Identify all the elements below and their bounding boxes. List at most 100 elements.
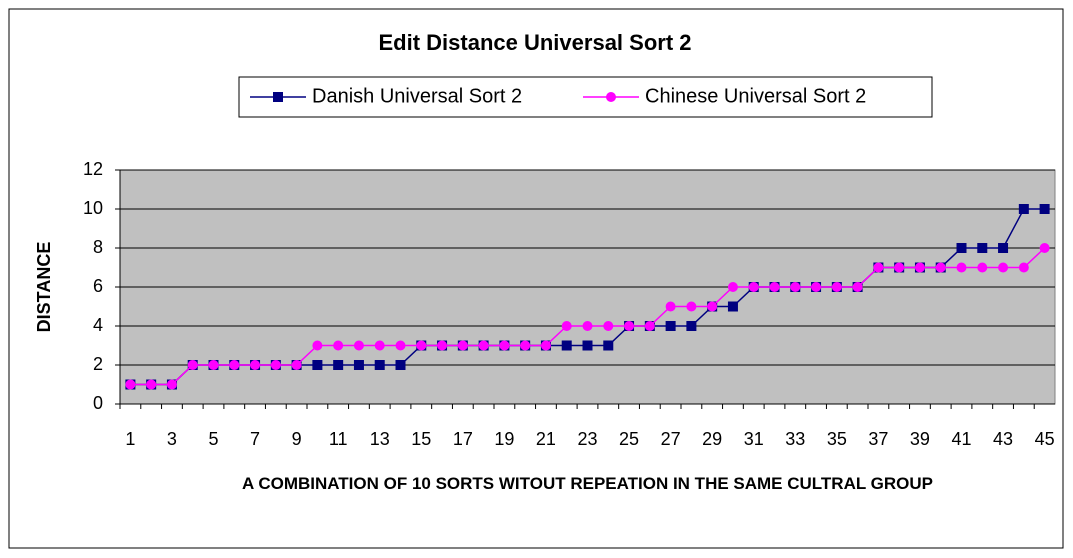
- data-point: [811, 282, 822, 292]
- x-tick-label: 45: [1035, 429, 1055, 449]
- data-point: [935, 262, 946, 273]
- data-point: [977, 262, 988, 273]
- data-point: [582, 321, 593, 331]
- x-tick-label: 33: [785, 429, 805, 449]
- data-point: [894, 262, 905, 273]
- x-tick-label: 23: [577, 429, 597, 449]
- data-point: [270, 360, 281, 370]
- data-point: [312, 340, 323, 351]
- data-point: [603, 321, 614, 331]
- x-tick-label: 43: [993, 429, 1013, 449]
- data-point: [229, 360, 240, 370]
- data-point: [665, 301, 676, 312]
- data-point: [250, 360, 261, 370]
- data-point: [977, 243, 988, 253]
- x-tick-label: 41: [951, 429, 971, 449]
- data-point: [561, 321, 572, 331]
- data-point: [1039, 243, 1050, 253]
- data-point: [686, 301, 697, 312]
- x-tick-label: 37: [868, 429, 888, 449]
- data-point: [125, 379, 136, 390]
- data-point: [374, 360, 385, 370]
- data-point: [603, 340, 614, 351]
- data-point: [582, 340, 593, 351]
- legend-label: Danish Universal Sort 2: [312, 85, 522, 107]
- x-axis-label: A COMBINATION OF 10 SORTS WITOUT REPEATI…: [241, 474, 934, 493]
- data-point: [831, 282, 842, 292]
- y-axis-label: DISTANCE: [34, 242, 54, 333]
- data-point: [520, 340, 531, 351]
- data-point: [374, 340, 385, 351]
- x-tick-label: 27: [661, 429, 681, 449]
- data-point: [540, 340, 551, 351]
- data-point: [998, 243, 1009, 253]
- data-point: [1018, 262, 1029, 273]
- chart-title: Edit Distance Universal Sort 2: [379, 30, 692, 55]
- data-point: [707, 301, 718, 312]
- data-point: [457, 340, 468, 351]
- x-tick-label: 35: [827, 429, 847, 449]
- data-point: [748, 282, 759, 292]
- x-axis-label-box: A COMBINATION OF 10 SORTS WITOUT REPEATI…: [241, 474, 934, 493]
- data-point: [914, 262, 925, 273]
- x-tick-label: 19: [494, 429, 514, 449]
- data-point: [644, 321, 655, 331]
- legend-label: Chinese Universal Sort 2: [645, 85, 866, 107]
- legend-marker: [606, 92, 616, 102]
- x-tick-label: 29: [702, 429, 722, 449]
- x-tick-label: 3: [167, 429, 177, 449]
- x-tick-label: 25: [619, 429, 639, 449]
- x-tick-label: 1: [125, 429, 135, 449]
- data-point: [956, 262, 967, 273]
- x-tick-label: 39: [910, 429, 930, 449]
- data-point: [686, 321, 697, 331]
- data-point: [333, 360, 344, 370]
- data-point: [312, 360, 323, 370]
- y-tick-label: 12: [83, 159, 103, 179]
- x-tick-label: 9: [292, 429, 302, 449]
- data-point: [561, 340, 572, 351]
- data-point: [769, 282, 780, 292]
- data-point: [437, 340, 448, 351]
- x-tick-label: 13: [370, 429, 390, 449]
- data-point: [208, 360, 219, 370]
- x-tick-label: 15: [411, 429, 431, 449]
- data-point: [353, 360, 364, 370]
- data-point: [998, 262, 1009, 273]
- y-tick-label: 6: [93, 276, 103, 296]
- data-point: [166, 379, 177, 390]
- data-point: [499, 340, 510, 351]
- data-point: [956, 243, 967, 253]
- x-tick-label: 7: [250, 429, 260, 449]
- data-point: [852, 282, 863, 292]
- data-point: [291, 360, 302, 370]
- y-tick-label: 0: [93, 393, 103, 413]
- data-point: [333, 340, 344, 351]
- data-point: [478, 340, 489, 351]
- y-tick-label: 2: [93, 354, 103, 374]
- data-point: [624, 321, 635, 331]
- x-tick-label: 5: [208, 429, 218, 449]
- y-tick-label: 10: [83, 198, 103, 218]
- data-point: [146, 379, 157, 390]
- data-point: [395, 360, 406, 370]
- data-point: [665, 321, 676, 331]
- legend-marker: [273, 92, 283, 102]
- y-tick-label: 8: [93, 237, 103, 257]
- data-point: [1039, 204, 1050, 214]
- data-point: [790, 282, 801, 292]
- x-tick-label: 11: [329, 429, 348, 449]
- x-tick-label: 31: [744, 429, 764, 449]
- data-point: [1018, 204, 1029, 214]
- x-tick-label: 21: [536, 429, 556, 449]
- data-point: [395, 340, 406, 351]
- data-point: [416, 340, 427, 351]
- data-point: [873, 262, 884, 273]
- y-tick-label: 4: [93, 315, 103, 335]
- data-point: [727, 301, 738, 312]
- x-tick-label: 17: [453, 429, 473, 449]
- data-point: [727, 282, 738, 292]
- data-point: [187, 360, 198, 370]
- data-point: [353, 340, 364, 351]
